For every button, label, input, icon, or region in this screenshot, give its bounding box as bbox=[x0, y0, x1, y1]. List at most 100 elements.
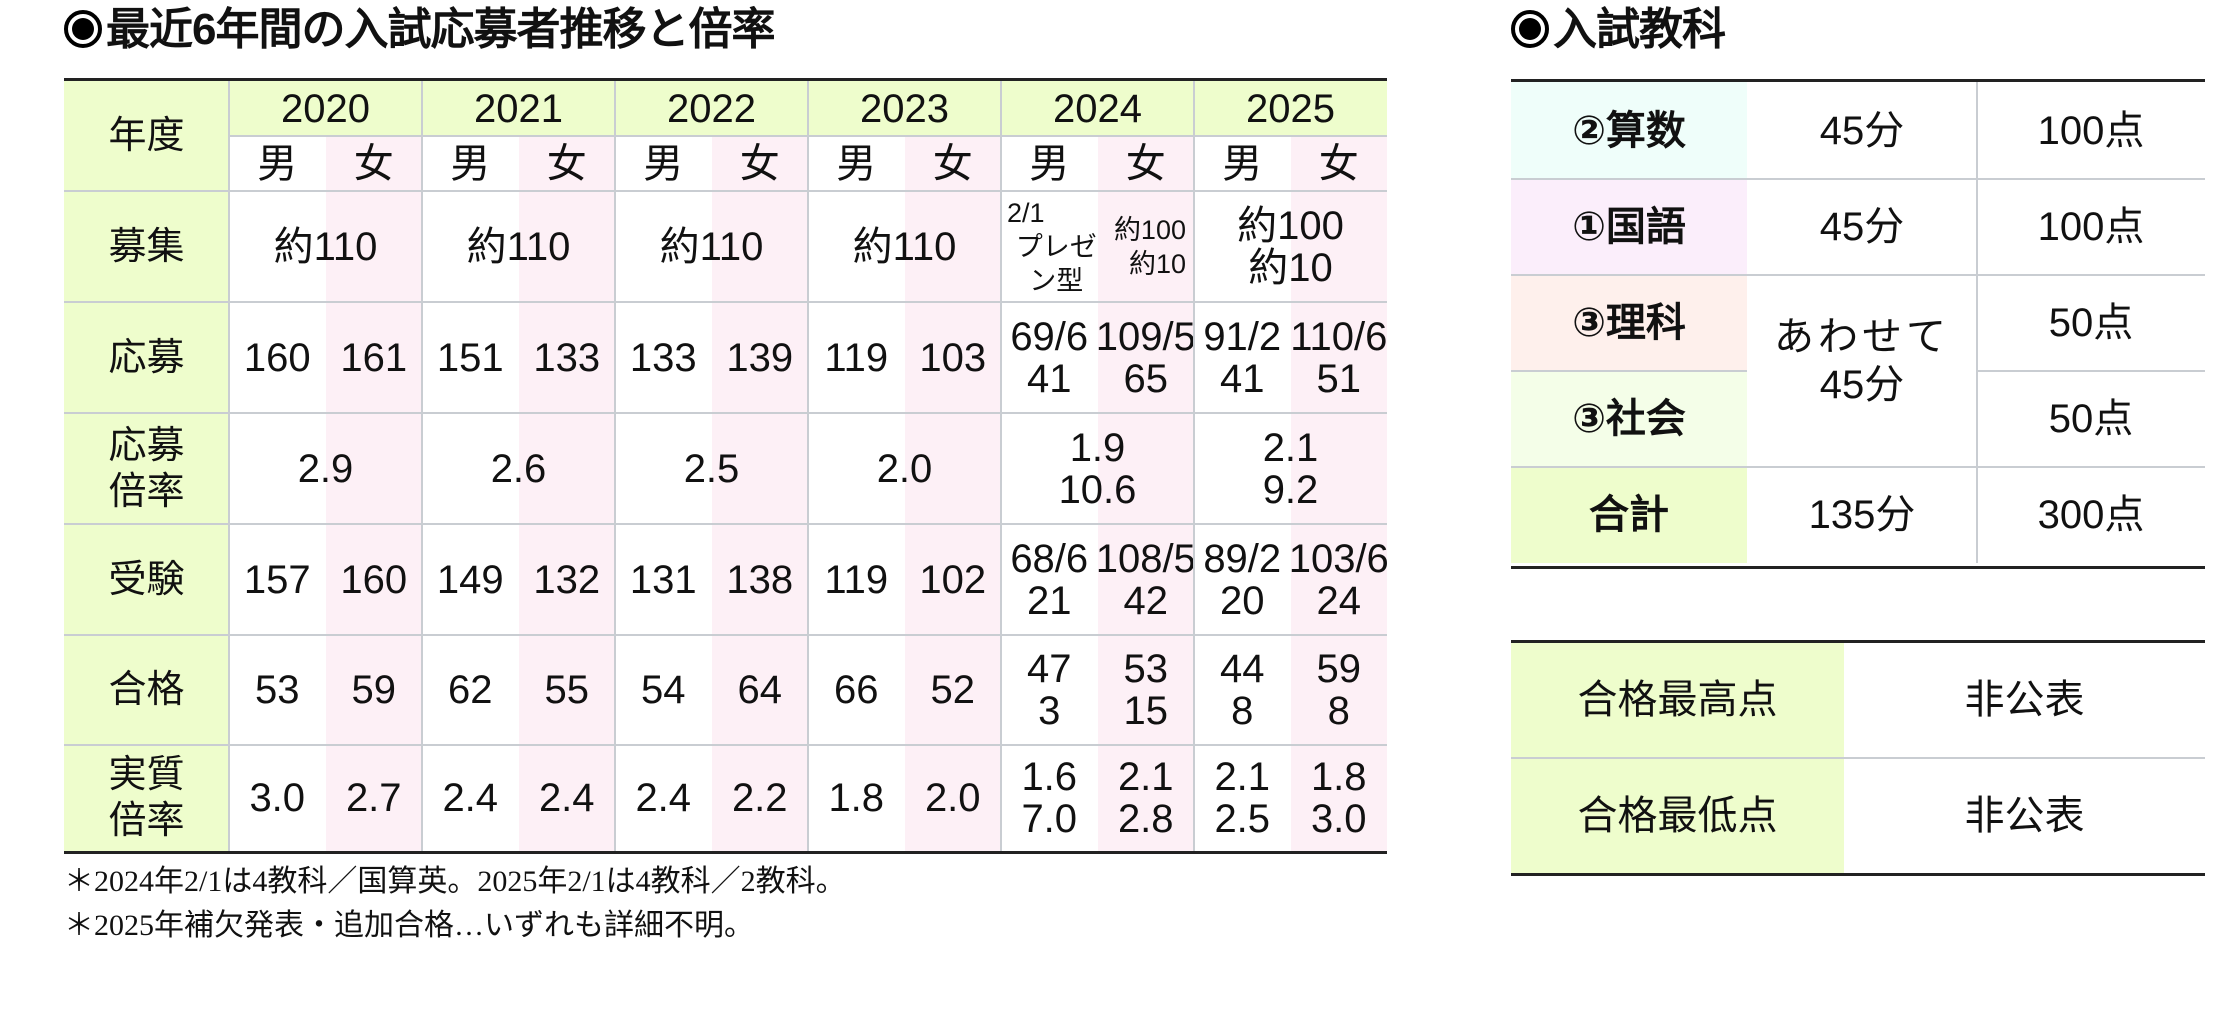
subject-title-text: 入試教科 bbox=[1553, 5, 1726, 54]
passed-female: 55 bbox=[544, 668, 590, 712]
subject-title: 入試教科 bbox=[1511, 0, 1726, 60]
value: 7.0 bbox=[1021, 797, 1078, 841]
examinees-male: 68/6 21 bbox=[1001, 524, 1098, 635]
value: 68/6 bbox=[1010, 536, 1089, 581]
real_ratio-male: 2.1 2.5 bbox=[1194, 745, 1291, 851]
footnote: ＊2025年補欠発表・追加合格…いずれも詳細不明。 bbox=[64, 909, 754, 942]
subject-time-total: 135分 bbox=[1808, 493, 1916, 537]
value: 108/5 bbox=[1095, 536, 1196, 581]
recruit-text: 2/1 bbox=[1007, 197, 1045, 228]
real_ratio-male: 2.4 bbox=[635, 776, 692, 820]
recruit-text: 約10 bbox=[1248, 245, 1333, 290]
divider bbox=[228, 81, 230, 851]
value: 1.6 bbox=[1021, 755, 1078, 799]
examinees-female: 103/6 24 bbox=[1288, 524, 1389, 635]
male-header: 男 bbox=[836, 141, 877, 186]
value: 53 bbox=[1123, 647, 1169, 691]
value: 2.1 bbox=[1214, 755, 1271, 799]
bullseye-icon bbox=[64, 10, 102, 48]
female-column-bg bbox=[1290, 136, 1387, 851]
passed-female: 52 bbox=[930, 668, 976, 712]
value: 47 bbox=[1027, 647, 1072, 691]
year-header-1: 2021 bbox=[422, 81, 615, 136]
applicant-ratio-cell: 2.1 9.2 bbox=[1194, 413, 1387, 524]
examinees-female: 102 bbox=[919, 557, 987, 602]
year-header-3: 2023 bbox=[808, 81, 1001, 136]
score-table: 合格最高点 非公表 合格最低点 非公表 bbox=[1511, 640, 2205, 876]
subject-name-japanese: ①国語 bbox=[1511, 179, 1747, 275]
examinees-female: 138 bbox=[726, 557, 794, 602]
value: 1.8 bbox=[1310, 755, 1367, 799]
female-column-bg bbox=[1097, 136, 1194, 851]
row-label-text: 応募 bbox=[108, 336, 185, 379]
applicants-male: 160 bbox=[243, 335, 311, 380]
min-score-value: 非公表 bbox=[1964, 794, 2085, 838]
examinees-male: 119 bbox=[824, 557, 889, 602]
applicant-ratio-cell: 2.6 bbox=[422, 413, 615, 524]
applicants-male: 91/2 41 bbox=[1194, 302, 1291, 413]
applicants-female: 110/6 51 bbox=[1290, 302, 1387, 413]
main-title: 最近6年間の入試応募者推移と倍率 bbox=[64, 0, 775, 60]
passed-female: 59 bbox=[351, 668, 397, 712]
real_ratio-male: 2.4 bbox=[442, 776, 499, 820]
recruit-2024-female: 約100 約10 bbox=[1098, 191, 1195, 302]
row-label-text: 受験 bbox=[108, 558, 185, 601]
value: 2.6 bbox=[490, 446, 547, 491]
value: 2.9 bbox=[297, 446, 354, 491]
applicants-male: 69/6 41 bbox=[1001, 302, 1098, 413]
year-header-5: 2025 bbox=[1194, 81, 1387, 136]
subject-name-science: ③理科 bbox=[1511, 275, 1747, 371]
subject-points-japanese: 100点 bbox=[2037, 205, 2145, 249]
value: 21 bbox=[1027, 578, 1072, 623]
value: 89/2 bbox=[1203, 536, 1282, 581]
subject-points-science: 50点 bbox=[2048, 301, 2134, 345]
divider bbox=[64, 634, 1387, 636]
female-header: 女 bbox=[546, 141, 587, 186]
value: 24 bbox=[1316, 578, 1362, 623]
recruit-cell: 約110 bbox=[852, 224, 957, 269]
subject-time-combined: あわせて 45分 bbox=[1747, 275, 1977, 467]
passed-female: 64 bbox=[737, 668, 783, 712]
real_ratio-male: 1.6 7.0 bbox=[1001, 745, 1098, 851]
value: 41 bbox=[1027, 356, 1072, 401]
divider bbox=[64, 190, 1387, 192]
recruit-cell: 約110 bbox=[466, 224, 571, 269]
value: 10.6 bbox=[1058, 467, 1137, 512]
male-header: 男 bbox=[1222, 141, 1263, 186]
min-score-label: 合格最低点 bbox=[1511, 759, 1844, 873]
passed-male: 44 8 bbox=[1194, 635, 1291, 745]
female-header: 女 bbox=[932, 141, 973, 186]
value: 3.0 bbox=[1310, 797, 1367, 841]
recruit-2025: 約100 約10 bbox=[1194, 191, 1387, 302]
applicants-male: 151 bbox=[436, 335, 504, 380]
divider bbox=[807, 81, 809, 851]
applicants-female: 133 bbox=[533, 335, 601, 380]
divider bbox=[1511, 178, 2205, 180]
divider bbox=[64, 301, 1387, 303]
bullseye-icon bbox=[1511, 10, 1549, 48]
passed-female: 53 15 bbox=[1098, 635, 1195, 745]
value: 8 bbox=[1327, 689, 1350, 733]
recruit-text: 約100 bbox=[1113, 214, 1186, 245]
year-label: 年度 bbox=[108, 115, 185, 157]
value: 44 bbox=[1220, 647, 1265, 691]
passed-female: 59 8 bbox=[1291, 635, 1388, 745]
applicants-female: 161 bbox=[340, 335, 408, 380]
recruit-cell: 約110 bbox=[659, 224, 764, 269]
recruit-text: 約10 bbox=[1128, 248, 1186, 279]
real_ratio-female: 2.4 bbox=[538, 776, 595, 820]
applicants-male: 133 bbox=[629, 335, 697, 380]
value: 69/6 bbox=[1010, 314, 1089, 359]
value: 103/6 bbox=[1288, 536, 1389, 581]
passed-male: 53 bbox=[255, 668, 300, 712]
row-label-recruit: 募集 bbox=[64, 191, 229, 302]
value: 9.2 bbox=[1262, 467, 1319, 512]
value: 1.9 bbox=[1069, 425, 1126, 470]
value: 91/2 bbox=[1203, 314, 1282, 359]
female-column-bg bbox=[325, 136, 422, 851]
applicant-ratio-cell: 2.0 bbox=[808, 413, 1001, 524]
recruit-text: 約100 bbox=[1237, 203, 1344, 248]
male-header: 男 bbox=[450, 141, 491, 186]
value: 59 bbox=[1316, 647, 1362, 691]
value: 2.0 bbox=[876, 446, 933, 491]
